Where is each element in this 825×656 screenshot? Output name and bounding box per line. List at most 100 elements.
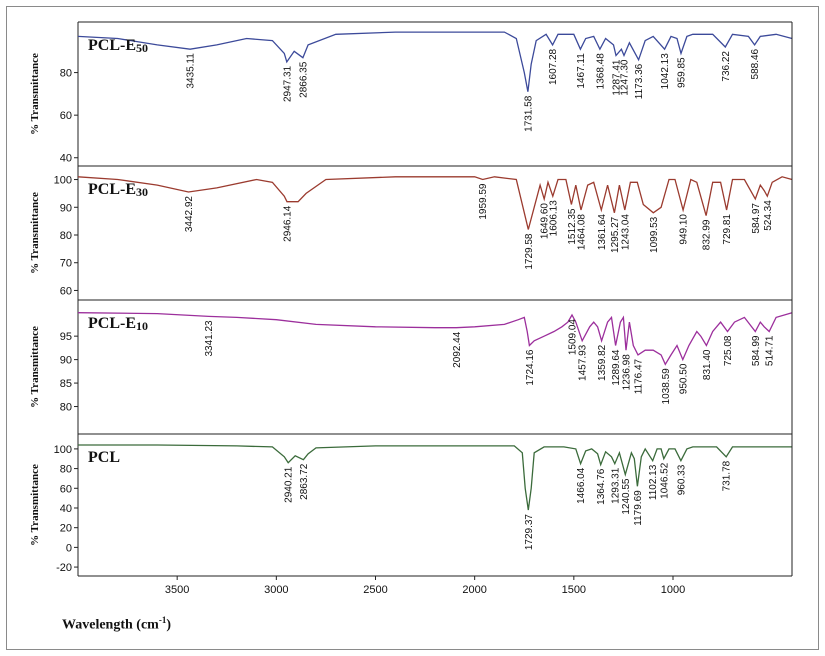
panel-3-peak-label: 1289.64: [611, 349, 622, 386]
panel-2-name-text: PCL-E: [88, 181, 136, 198]
panel-1-peak-label: 959.85: [677, 57, 688, 88]
panel-3-peak-label: 1176.47: [634, 358, 645, 394]
panel-2-peak-label: 1464.08: [577, 214, 588, 251]
panel-1-y-axis-title: % Transmittance: [29, 53, 41, 135]
panel-4-peak-label: 2863.72: [299, 463, 310, 500]
panel-3-peak-label: 1509.04: [568, 319, 579, 356]
panel-2-peak-label: 729.81: [722, 214, 733, 245]
panel-2-peak-label: 1295.27: [610, 216, 621, 253]
panel-2-peak-label: 584.97: [751, 203, 762, 234]
x-tick-label: 1000: [661, 584, 685, 596]
panel-3-peak-label: 2092.44: [452, 331, 463, 368]
panel-3-y-tick-label: 85: [60, 378, 72, 390]
panel-3-peak-label: 1236.98: [622, 354, 633, 391]
x-axis-title: Wavelength (cm-1): [62, 615, 171, 634]
panel-2-name-label: PCL-E30: [88, 181, 148, 199]
panel-1-y-tick-label: 60: [60, 110, 72, 122]
panel-4-y-tick-label: 20: [60, 523, 72, 535]
panel-3-peak-label: 725.08: [723, 335, 734, 366]
x-tick-label: 2000: [462, 584, 486, 596]
panel-1-peak-label: 588.46: [750, 48, 761, 79]
panel-4-peak-label: 1046.52: [659, 462, 670, 499]
panel-3-name-text: PCL-E: [88, 315, 136, 332]
panel-4-peak-label: 1293.31: [610, 467, 621, 504]
x-axis-title-close: ): [166, 617, 171, 633]
panel-1-peak-label: 1173.36: [634, 63, 645, 99]
panel-1-name-text: PCL-E: [88, 37, 136, 54]
x-axis-title-text: Wavelength (cm: [62, 617, 159, 633]
panel-1-name-subscript: 50: [136, 41, 148, 55]
panel-3-y-tick-label: 80: [60, 402, 72, 414]
panel-1-peak-label: 1467.11: [576, 53, 587, 89]
panel-2-name-subscript: 30: [136, 185, 148, 199]
panel-4-name-text: PCL: [88, 449, 120, 466]
panel-1-peak-label: 1042.13: [660, 53, 671, 90]
panel-4-y-tick-label: 40: [60, 503, 72, 515]
panel-3-y-tick-label: 90: [60, 355, 72, 367]
panel-4-y-tick-label: 0: [66, 542, 72, 554]
panel-3-peak-label: 950.50: [678, 363, 689, 394]
panel-4-spectrum-line: [78, 444, 792, 511]
panel-2-peak-label: 949.10: [679, 214, 690, 245]
panel-3-peak-label: 1457.93: [578, 344, 589, 381]
panel-4-peak-label: 1466.04: [576, 467, 587, 504]
panel-2-y-tick-label: 90: [60, 202, 72, 214]
panel-4-y-tick-label: 60: [60, 483, 72, 495]
panel-3-peak-label: 831.40: [702, 349, 713, 380]
panel-4-name-label: PCL: [88, 449, 120, 466]
panel-3-spectrum-line: [77, 312, 793, 366]
panel-4-y-tick-label: 100: [54, 444, 72, 456]
panel-2-y-axis-title: % Transmittance: [29, 192, 41, 274]
panel-1-peak-label: 736.22: [721, 51, 732, 82]
panel-4-peak-label: 1729.37: [524, 514, 535, 551]
panel-2-y-tick-label: 60: [60, 285, 72, 297]
panel-2-peak-label: 1361.64: [597, 214, 608, 251]
panel-2-peak-label: 1606.13: [548, 200, 559, 237]
panel-2-peak-label: 1243.04: [620, 214, 631, 251]
panel-2-spectrum-line: [77, 176, 793, 230]
panel-3-peak-label: 1724.16: [525, 349, 536, 386]
panel-4-peak-label: 1240.55: [621, 478, 632, 515]
panel-4-peak-label: 1102.13: [648, 464, 659, 500]
panel-4-peak-label: 1179.69: [633, 490, 644, 526]
panel-1-peak-label: 2866.35: [298, 61, 309, 98]
x-tick-label: 3000: [264, 584, 288, 596]
panel-2-peak-label: 1649.60: [540, 203, 551, 240]
panel-4-y-axis-title: % Transmittance: [29, 464, 41, 546]
panel-4-peak-label: 731.78: [722, 460, 733, 491]
panel-2-peak-label: 2946.14: [283, 205, 294, 242]
panel-1-peak-label: 2947.31: [282, 65, 293, 102]
panel-1-y-tick-label: 40: [60, 153, 72, 165]
panel-3-name-label: PCL-E10: [88, 315, 148, 333]
panel-2-y-tick-label: 80: [60, 230, 72, 242]
panel-3-peak-label: 514.71: [765, 335, 776, 366]
panel-3-peak-label: 584.99: [751, 335, 762, 366]
panel-2-peak-label: 1729.58: [524, 233, 535, 270]
panel-4-peak-label: 960.33: [676, 464, 687, 495]
panel-4-y-tick-label: 80: [60, 464, 72, 476]
panel-4-peak-label: 1364.76: [596, 468, 607, 505]
panel-4-y-tick-label: -20: [56, 562, 72, 574]
panel-1-y-tick-label: 80: [60, 68, 72, 80]
x-tick-label: 2500: [363, 584, 387, 596]
panel-2-y-tick-label: 100: [54, 175, 72, 187]
panel-1-peak-label: 1368.48: [595, 53, 606, 90]
panel-1-peak-label: 3435.11: [186, 53, 197, 89]
panel-1-peak-label: 1731.58: [523, 95, 534, 132]
figure-border: [6, 6, 819, 650]
panel-1-spectrum-line: [77, 31, 793, 92]
panel-3-peak-label: 3341.23: [204, 320, 215, 357]
panel-3-y-axis-title: % Transmittance: [29, 326, 41, 408]
panel-1-peak-label: 1287.41: [612, 59, 623, 96]
panel-3-peak-label: 1359.82: [597, 344, 608, 381]
x-tick-label: 3500: [165, 584, 189, 596]
panel-1-peak-label: 1607.28: [548, 48, 559, 85]
panel-2-peak-label: 832.99: [702, 219, 713, 250]
panel-2-peak-label: 3442.92: [184, 196, 195, 233]
x-axis-title-exponent: -1: [158, 615, 167, 625]
panel-1-name-label: PCL-E50: [88, 37, 148, 55]
panel-2-peak-label: 1099.53: [649, 216, 660, 253]
panel-1-peak-label: 1247.30: [620, 59, 631, 96]
